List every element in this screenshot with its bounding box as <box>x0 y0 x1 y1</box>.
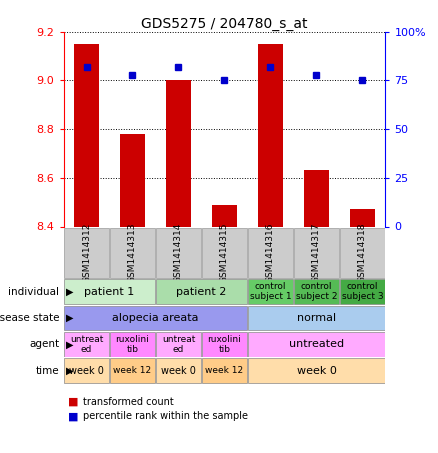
Bar <box>110 358 155 383</box>
Text: normal: normal <box>297 313 336 323</box>
Bar <box>166 80 191 226</box>
Bar <box>248 332 385 357</box>
Title: GDS5275 / 204780_s_at: GDS5275 / 204780_s_at <box>141 17 308 31</box>
Bar <box>212 205 237 226</box>
Text: untreated: untreated <box>289 339 344 349</box>
Bar <box>294 227 339 278</box>
Text: control
subject 1: control subject 1 <box>250 282 291 301</box>
Text: patient 2: patient 2 <box>176 287 227 297</box>
Bar <box>248 358 385 383</box>
Text: ▶: ▶ <box>66 313 73 323</box>
Text: ▶: ▶ <box>66 339 73 349</box>
Text: GSM1414317: GSM1414317 <box>312 222 321 283</box>
Bar <box>64 332 109 357</box>
Bar <box>294 280 339 304</box>
Text: GSM1414316: GSM1414316 <box>266 222 275 283</box>
Bar <box>202 332 247 357</box>
Text: control
subject 3: control subject 3 <box>342 282 383 301</box>
Text: control
subject 2: control subject 2 <box>296 282 337 301</box>
Bar <box>202 358 247 383</box>
Text: untreat
ed: untreat ed <box>162 335 195 354</box>
Bar <box>340 280 385 304</box>
Text: GSM1414315: GSM1414315 <box>220 222 229 283</box>
Bar <box>258 44 283 226</box>
Text: ruxolini
tib: ruxolini tib <box>208 335 241 354</box>
Text: GSM1414314: GSM1414314 <box>174 222 183 283</box>
Text: ■: ■ <box>68 397 78 407</box>
Bar <box>156 280 247 304</box>
Text: individual: individual <box>8 287 59 297</box>
Bar <box>304 170 329 226</box>
Text: week 0: week 0 <box>69 366 104 376</box>
Bar <box>64 358 109 383</box>
Text: week 12: week 12 <box>113 366 152 375</box>
Text: ▶: ▶ <box>66 366 73 376</box>
Bar <box>202 227 247 278</box>
Text: week 0: week 0 <box>297 366 336 376</box>
Text: week 0: week 0 <box>161 366 196 376</box>
Bar <box>120 134 145 226</box>
Text: ruxolini
tib: ruxolini tib <box>116 335 149 354</box>
Text: untreat
ed: untreat ed <box>70 335 103 354</box>
Text: percentile rank within the sample: percentile rank within the sample <box>83 411 248 421</box>
Bar <box>248 227 293 278</box>
Text: disease state: disease state <box>0 313 59 323</box>
Bar <box>110 227 155 278</box>
Text: time: time <box>35 366 59 376</box>
Bar <box>156 227 201 278</box>
Bar <box>340 227 385 278</box>
Bar <box>110 332 155 357</box>
Bar <box>156 358 201 383</box>
Text: patient 1: patient 1 <box>85 287 134 297</box>
Text: GSM1414312: GSM1414312 <box>82 222 91 283</box>
Bar <box>156 332 201 357</box>
Text: week 12: week 12 <box>205 366 244 375</box>
Text: alopecia areata: alopecia areata <box>112 313 199 323</box>
Text: agent: agent <box>29 339 59 349</box>
Text: GSM1414313: GSM1414313 <box>128 222 137 283</box>
Bar <box>248 280 293 304</box>
Bar <box>74 44 99 226</box>
Bar <box>64 306 247 330</box>
Text: ▶: ▶ <box>66 287 73 297</box>
Bar <box>248 306 385 330</box>
Text: ■: ■ <box>68 411 78 421</box>
Text: transformed count: transformed count <box>83 397 174 407</box>
Bar <box>64 280 155 304</box>
Bar <box>64 227 109 278</box>
Bar <box>350 209 375 226</box>
Text: GSM1414318: GSM1414318 <box>358 222 367 283</box>
